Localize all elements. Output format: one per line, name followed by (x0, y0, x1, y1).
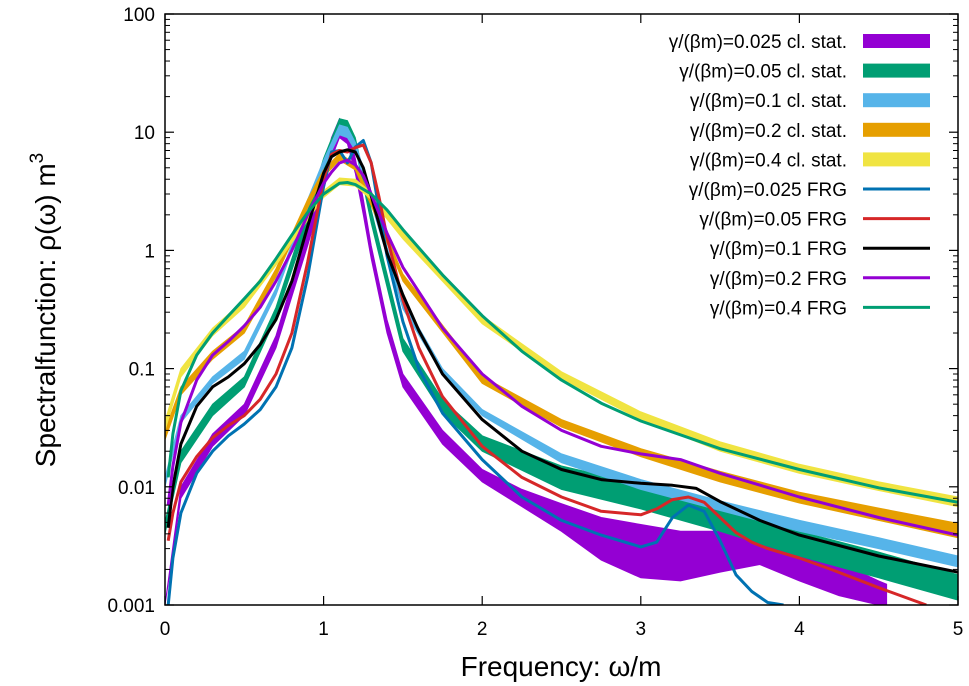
x-axis-label: Frequency: ω/m (461, 651, 662, 682)
x-tick-label: 5 (953, 619, 964, 640)
legend-label: γ/(βm)=0.4 FRG (710, 298, 847, 319)
x-tick-label: 3 (636, 619, 647, 640)
y-tick-label: 0.1 (129, 360, 155, 381)
y-axis-label: Spectralfunction: ρ(ω) m3 (27, 153, 61, 467)
legend-swatch-band (863, 63, 930, 78)
legend-label: γ/(βm)=0.4 cl. stat. (690, 150, 847, 171)
legend-label: γ/(βm)=0.05 FRG (699, 210, 847, 231)
y-axis-label-text: Spectralfunction: ρ(ω) m (30, 163, 61, 467)
x-tick-label: 4 (794, 619, 805, 640)
legend-label: γ/(βm)=0.1 FRG (710, 239, 847, 260)
legend-swatch-band (863, 122, 930, 137)
y-tick-label: 10 (134, 123, 155, 144)
line-m-0-2-frg (166, 158, 958, 537)
legend-label: γ/(βm)=0.05 cl. stat. (679, 62, 847, 83)
y-tick-label: 100 (123, 5, 155, 26)
plot-frame (164, 13, 959, 606)
legend-label: γ/(βm)=0.1 cl. stat. (690, 91, 847, 112)
legend-swatch-band (863, 152, 930, 167)
legend-swatch-band (863, 93, 930, 108)
legend-label: γ/(βm)=0.025 FRG (689, 180, 847, 201)
x-tick-label: 1 (318, 619, 329, 640)
line-series-group (166, 139, 958, 605)
line-m-0-4-frg (166, 181, 958, 504)
legend-label: γ/(βm)=0.2 cl. stat. (690, 121, 847, 142)
x-tick-label: 0 (160, 619, 171, 640)
line-m-0-05-frg (166, 143, 927, 605)
axis-ticks: 0 1 2 3 4 5 0.001 0.01 0.1 1 10 100 (107, 5, 963, 640)
y-tick-label: 0.01 (118, 478, 155, 499)
legend-label: γ/(βm)=0.025 cl. stat. (669, 32, 847, 53)
legend-swatch-band (863, 34, 930, 48)
y-axis-label-superscript: 3 (27, 153, 48, 164)
x-tick-label: 2 (477, 619, 488, 640)
y-tick-label: 0.001 (107, 596, 155, 617)
y-tick-label: 1 (144, 241, 155, 262)
legend: γ/(βm)=0.025 cl. stat. γ/(βm)=0.05 cl. st… (669, 32, 930, 319)
legend-label: γ/(βm)=0.2 FRG (710, 269, 847, 290)
